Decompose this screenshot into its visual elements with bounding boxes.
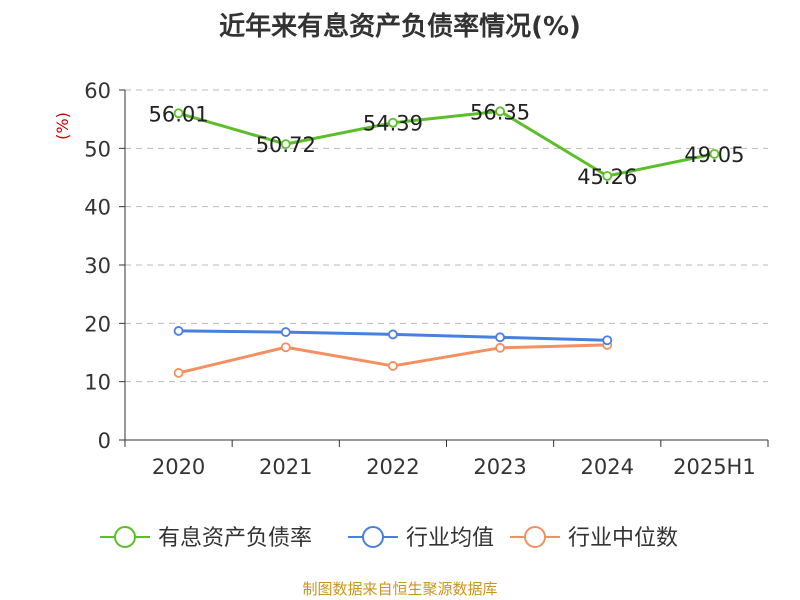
- data-point: [173, 326, 184, 336]
- data-label: 45.26: [577, 165, 637, 189]
- data-point: [173, 368, 184, 378]
- data-point: [495, 106, 505, 117]
- axes: 0 10 20 30 40 50 60 2020 2021 2022 2023 2024 2025H1 (…: [53, 79, 769, 479]
- data-point: [495, 332, 505, 343]
- chart-title: 近年来有息资产负债率情况(%): [219, 12, 581, 42]
- legend-label: 有息资产负债率: [158, 526, 312, 551]
- data-point: [388, 117, 398, 128]
- data-point: [388, 329, 398, 340]
- x-tick-label: 2020: [152, 455, 205, 479]
- y-tick-label: 60: [84, 79, 111, 103]
- data-label: 56.01: [149, 102, 209, 126]
- x-tick-label: 2021: [259, 455, 312, 479]
- data-label: 54.39: [363, 112, 423, 136]
- legend-marker-icon: [524, 526, 546, 548]
- series-lines: [173, 106, 720, 378]
- data-label: 49.05: [684, 143, 744, 167]
- legend-label: 行业中位数: [568, 526, 678, 551]
- data-point: [388, 361, 398, 371]
- data-label: 56.35: [470, 100, 530, 124]
- legend-item[interactable]: 行业均值: [348, 526, 494, 551]
- source-note: 制图数据来自恒生聚源数据库: [302, 580, 498, 598]
- y-tick-label: 30: [84, 254, 111, 278]
- legend-item[interactable]: 有息资产负债率: [100, 526, 312, 551]
- data-point: [280, 342, 291, 353]
- y-tick-label: 40: [84, 196, 111, 220]
- data-point: [602, 171, 613, 181]
- data-labels: 56.01 50.72 54.39 56.35 45.26 49.05: [149, 100, 745, 189]
- y-tick-label: 0: [98, 429, 111, 453]
- y-tick-label: 50: [84, 137, 111, 161]
- data-point: [280, 327, 291, 337]
- data-point: [709, 148, 720, 159]
- data-point: [602, 335, 613, 346]
- series-line: [178, 109, 715, 178]
- x-tick-label: 2025H1: [673, 455, 756, 479]
- y-tick-label: 10: [84, 371, 111, 395]
- grid-lines: [125, 89, 768, 383]
- data-point: [280, 139, 291, 150]
- data-point: [495, 342, 505, 353]
- data-label: 50.72: [256, 133, 316, 157]
- y-tick-label: 20: [84, 312, 111, 336]
- x-tick-label: 2023: [473, 455, 526, 479]
- y-axis-label: (%): [53, 112, 72, 140]
- legend-label: 行业均值: [406, 526, 494, 551]
- legend-marker-icon: [114, 526, 136, 548]
- x-tick-label: 2024: [581, 455, 634, 479]
- x-tick-label: 2022: [366, 455, 419, 479]
- data-point: [173, 108, 184, 119]
- legend-marker-icon: [362, 526, 384, 548]
- legend[interactable]: 有息资产负债率 行业均值 行业中位数: [100, 526, 678, 551]
- legend-item[interactable]: 行业中位数: [510, 526, 678, 551]
